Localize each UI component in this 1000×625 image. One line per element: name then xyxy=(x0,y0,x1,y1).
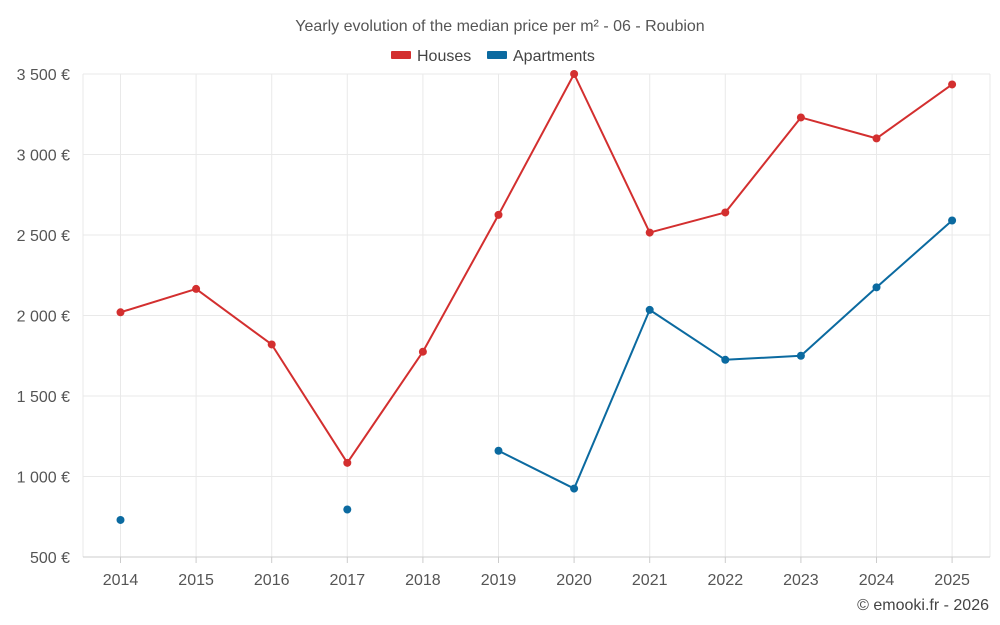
data-point-apartments-2020[interactable] xyxy=(570,484,579,493)
legend: Houses Apartments xyxy=(391,48,595,65)
data-point-houses-2015[interactable] xyxy=(192,284,201,293)
data-point-houses-2022[interactable] xyxy=(721,208,730,217)
x-tick-label: 2024 xyxy=(859,572,895,589)
series-houses xyxy=(116,70,957,467)
x-tick-label: 2022 xyxy=(708,572,744,589)
data-point-houses-2021[interactable] xyxy=(645,228,654,237)
x-tick-label: 2019 xyxy=(481,572,517,589)
chart-title: Yearly evolution of the median price per… xyxy=(295,18,704,35)
data-point-houses-2016[interactable] xyxy=(267,340,276,349)
data-point-apartments-2025[interactable] xyxy=(948,216,957,225)
data-point-houses-2018[interactable] xyxy=(418,347,427,356)
y-axis: 500 € 1 000 € 1 500 € 2 000 € 2 500 € 3 000 €… xyxy=(17,67,70,567)
series-apartments xyxy=(116,216,957,524)
data-point-apartments-2017[interactable] xyxy=(343,505,352,514)
legend-label-apartments: Apartments xyxy=(513,48,595,65)
data-point-houses-2017[interactable] xyxy=(343,458,352,467)
x-tick-label: 2018 xyxy=(405,572,441,589)
data-point-apartments-2024[interactable] xyxy=(872,283,881,292)
data-point-houses-2023[interactable] xyxy=(796,113,805,122)
data-point-apartments-2021[interactable] xyxy=(645,305,654,314)
y-tick-label: 1 500 € xyxy=(17,389,70,406)
data-point-houses-2014[interactable] xyxy=(116,308,125,317)
legend-label-houses: Houses xyxy=(417,48,471,65)
legend-swatch-apartments xyxy=(487,51,507,59)
credit-text: © emooki.fr - 2026 xyxy=(857,597,989,614)
x-tick-label: 2025 xyxy=(934,572,970,589)
x-tick-label: 2020 xyxy=(556,572,592,589)
legend-item-apartments[interactable]: Apartments xyxy=(487,48,595,65)
y-tick-label: 1 000 € xyxy=(17,470,70,487)
y-tick-label: 500 € xyxy=(30,550,70,567)
series xyxy=(116,70,957,524)
data-point-apartments-2022[interactable] xyxy=(721,355,730,364)
y-tick-label: 2 000 € xyxy=(17,309,70,326)
y-tick-label: 3 500 € xyxy=(17,67,70,84)
x-tick-label: 2017 xyxy=(330,572,366,589)
x-tick-label: 2015 xyxy=(178,572,214,589)
data-point-apartments-2023[interactable] xyxy=(796,351,805,360)
data-point-houses-2019[interactable] xyxy=(494,210,503,219)
legend-swatch-houses xyxy=(391,51,411,59)
series-line-houses xyxy=(119,73,954,464)
y-tick-label: 2 500 € xyxy=(17,228,70,245)
x-tick-label: 2021 xyxy=(632,572,668,589)
y-tick-label: 3 000 € xyxy=(17,148,70,165)
x-tick-label: 2014 xyxy=(103,572,139,589)
legend-item-houses[interactable]: Houses xyxy=(391,48,471,65)
x-tick-label: 2016 xyxy=(254,572,290,589)
x-tick-label: 2023 xyxy=(783,572,819,589)
data-point-houses-2024[interactable] xyxy=(872,134,881,143)
data-point-houses-2020[interactable] xyxy=(570,70,579,78)
data-point-houses-2025[interactable] xyxy=(948,80,957,89)
x-axis: 2014 2015 2016 2017 2018 2019 2020 2021 2022 2023… xyxy=(83,556,990,589)
data-point-apartments-2014[interactable] xyxy=(116,515,125,524)
grid xyxy=(82,73,991,558)
data-point-apartments-2019[interactable] xyxy=(494,446,503,455)
